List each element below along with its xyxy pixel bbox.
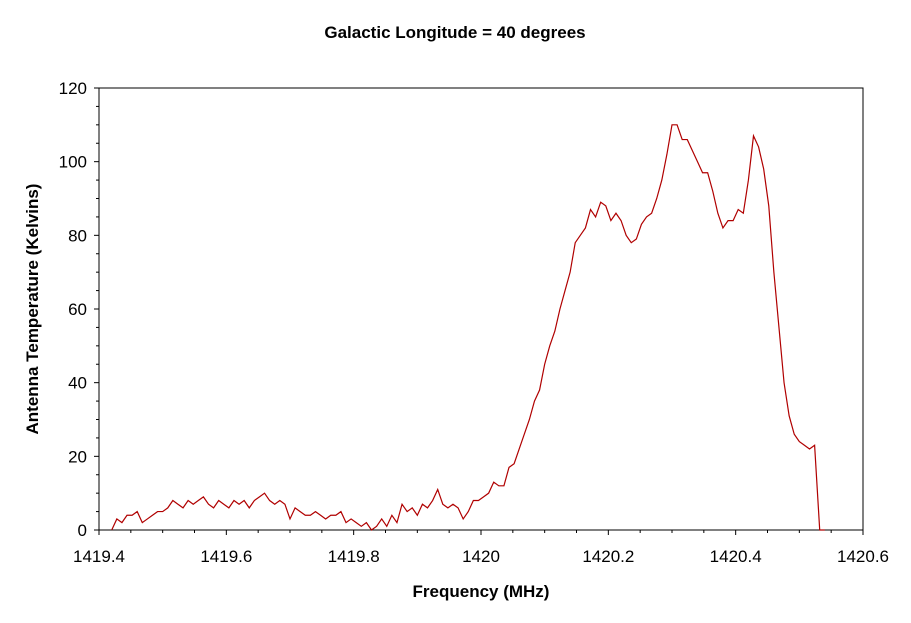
y-tick-label: 0	[78, 521, 87, 540]
x-tick-label: 1419.8	[328, 547, 380, 566]
x-tick-label: 1420	[462, 547, 500, 566]
x-tick-label: 1420.4	[710, 547, 762, 566]
plot-frame	[98, 87, 864, 531]
x-axis-label: Frequency (MHz)	[413, 582, 550, 601]
chart-title: Galactic Longitude = 40 degrees	[324, 23, 585, 42]
x-tick-label: 1419.6	[200, 547, 252, 566]
y-tick-label: 100	[59, 153, 87, 172]
y-tick-label: 80	[68, 226, 87, 245]
x-axis-ticks: 1419.4 1419.6 1419.8 1420 1420.2 1420.4 1420.6	[73, 530, 889, 566]
x-tick-label: 1419.4	[73, 547, 125, 566]
y-axis-label: Antenna Temperature (Kelvins)	[23, 184, 42, 435]
y-tick-label: 120	[59, 79, 87, 98]
y-axis-ticks: 0 20 40 60 80 100 120	[59, 79, 99, 540]
y-tick-label: 20	[68, 447, 87, 466]
series-line	[111, 124, 825, 531]
y-tick-label: 40	[68, 374, 87, 393]
x-tick-label: 1420.6	[837, 547, 889, 566]
y-tick-label: 60	[68, 300, 87, 319]
x-tick-label: 1420.2	[582, 547, 634, 566]
